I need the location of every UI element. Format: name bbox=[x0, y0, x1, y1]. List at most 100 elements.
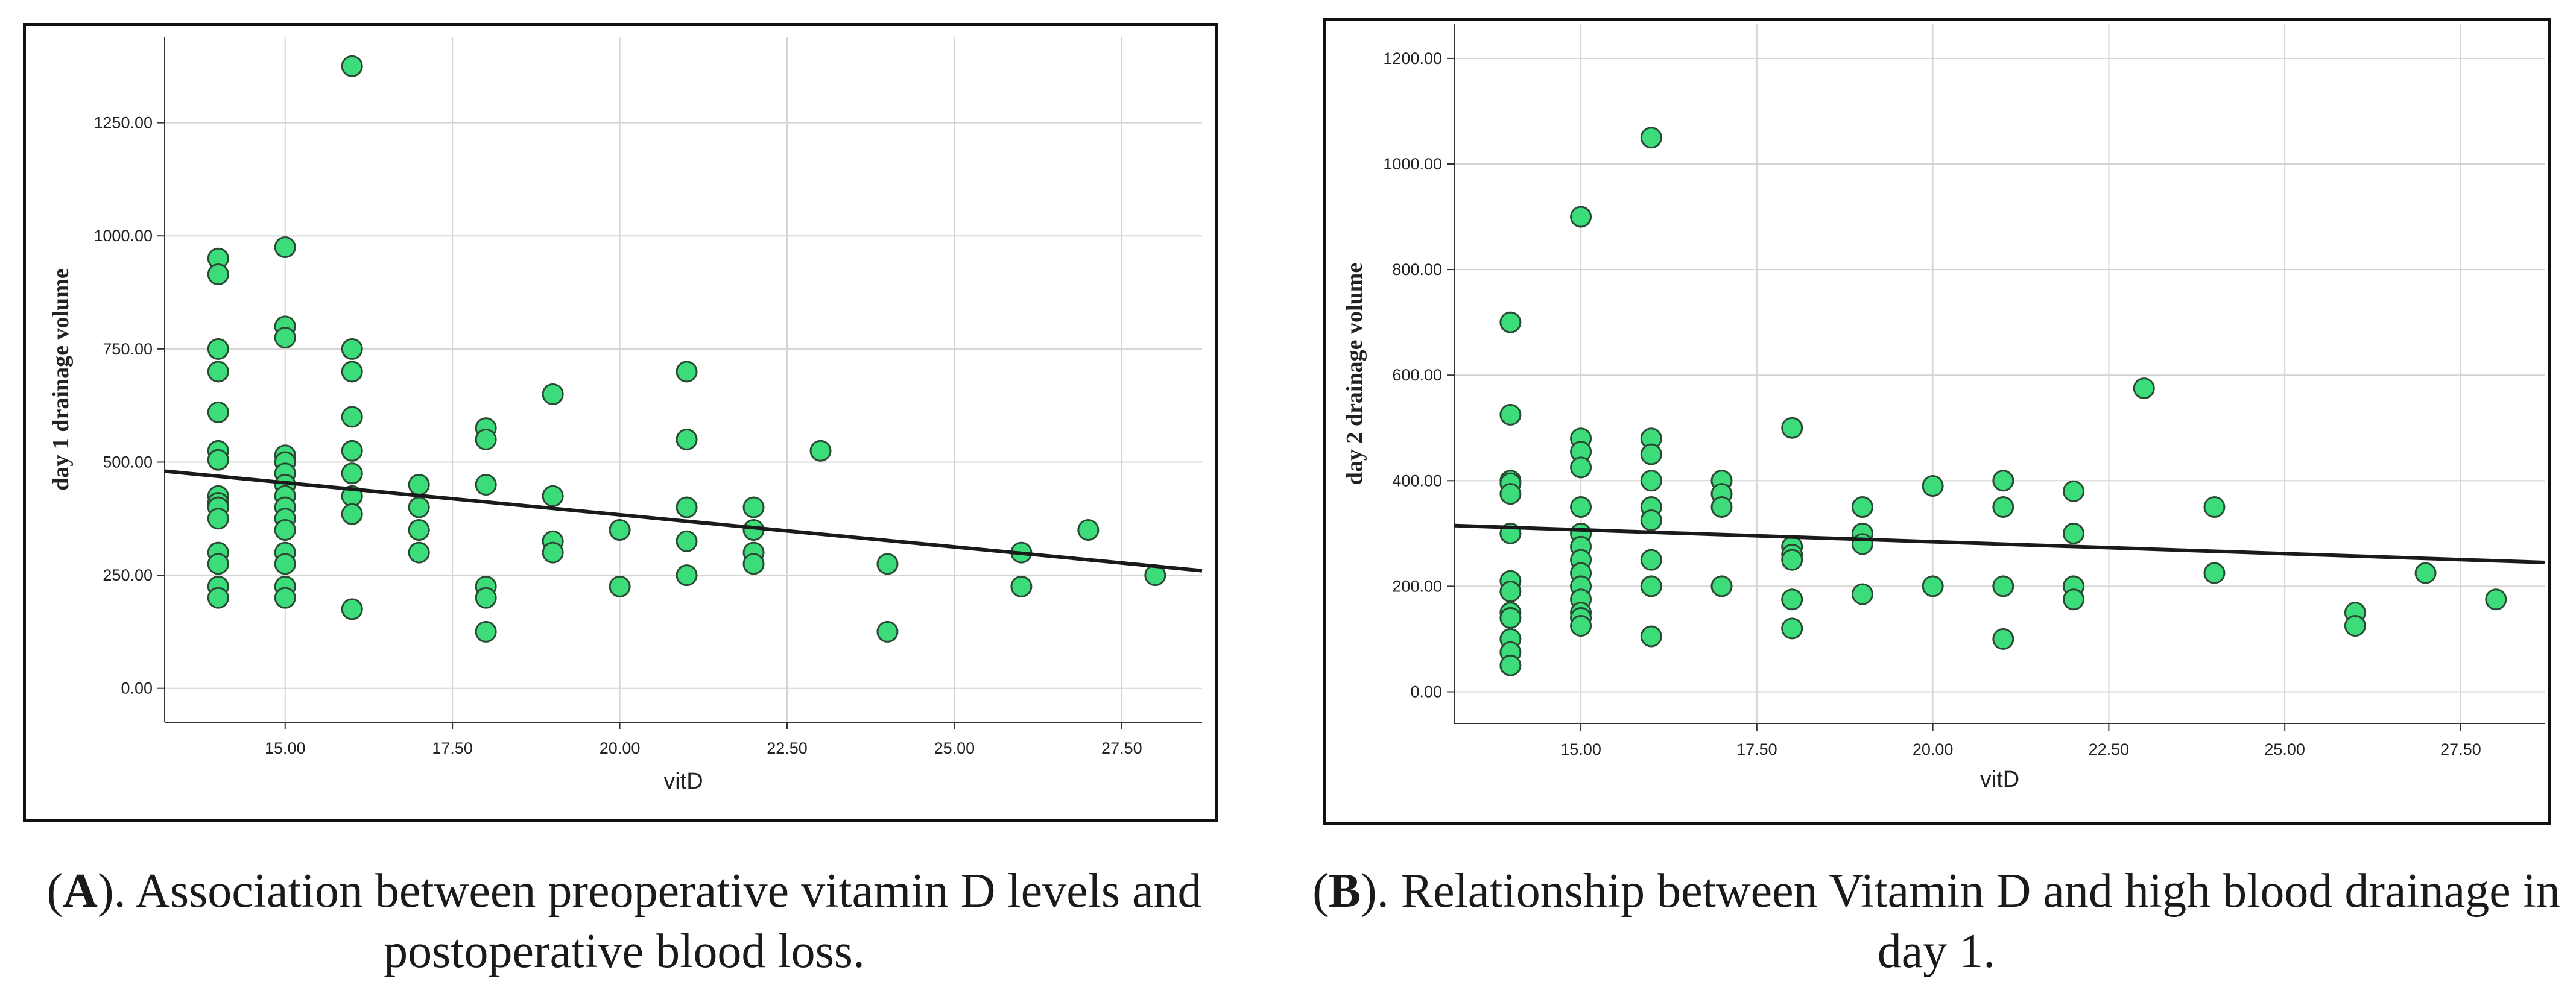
data-point bbox=[475, 620, 497, 643]
data-point bbox=[1781, 588, 1803, 611]
chart-panel-b: 15.00 17.50 20.00 22.50 25.00 27.50 0.00 200.00… bbox=[1323, 18, 2551, 825]
data-point bbox=[207, 338, 229, 360]
regression-line-b bbox=[1454, 523, 2546, 564]
data-point bbox=[676, 530, 698, 552]
data-point bbox=[1781, 417, 1803, 439]
data-point bbox=[1499, 581, 1522, 603]
data-point bbox=[274, 519, 296, 541]
data-point bbox=[408, 496, 430, 518]
caption-a-letter: A bbox=[63, 865, 98, 918]
y-tick-label: 200.00 bbox=[1392, 577, 1442, 595]
regression-line-a bbox=[164, 469, 1203, 573]
data-point bbox=[2203, 496, 2226, 518]
data-point bbox=[876, 620, 899, 643]
data-point bbox=[341, 338, 363, 360]
y-axis-title: day 2 drainage volume bbox=[1342, 263, 1367, 485]
data-point bbox=[207, 587, 229, 609]
data-point bbox=[207, 361, 229, 383]
data-point bbox=[1499, 654, 1522, 676]
data-point bbox=[207, 508, 229, 530]
x-axis-title: vitD bbox=[1980, 767, 2019, 792]
data-point bbox=[1570, 456, 1592, 479]
x-tick-label: 17.50 bbox=[432, 739, 473, 757]
data-point bbox=[207, 553, 229, 575]
data-point bbox=[742, 553, 765, 575]
data-point bbox=[341, 462, 363, 485]
data-point bbox=[1570, 206, 1592, 228]
x-tick-label: 17.50 bbox=[1736, 740, 1777, 758]
data-point bbox=[2063, 480, 2085, 502]
y-tick-label: 800.00 bbox=[1392, 260, 1442, 279]
data-point bbox=[876, 553, 899, 575]
data-point bbox=[1077, 519, 1100, 541]
data-point bbox=[676, 428, 698, 450]
data-point bbox=[274, 236, 296, 258]
data-point bbox=[341, 55, 363, 77]
data-point bbox=[1499, 403, 1522, 426]
data-points-a bbox=[207, 55, 1166, 643]
data-point bbox=[809, 440, 832, 462]
y-tick-label: 1250.00 bbox=[93, 114, 153, 132]
y-tick-label: 250.00 bbox=[103, 566, 153, 584]
x-tick-label: 27.50 bbox=[1101, 739, 1142, 757]
scatter-chart-a: 15.00 17.50 20.00 22.50 25.00 27.50 0.00 250.00… bbox=[48, 37, 1203, 794]
data-point bbox=[408, 473, 430, 496]
caption-a-text: ). Association between preoperative vita… bbox=[97, 865, 1202, 978]
caption-b: (B). Relationship between Vitamin D and … bbox=[1312, 865, 2560, 978]
data-point bbox=[1570, 496, 1592, 518]
data-point bbox=[676, 361, 698, 383]
data-point bbox=[341, 440, 363, 462]
x-axis-title: vitD bbox=[663, 769, 703, 794]
x-tick-label: 20.00 bbox=[600, 739, 641, 757]
data-point bbox=[1851, 533, 1873, 555]
data-point bbox=[1499, 607, 1522, 629]
chart-panel-a: 15.00 17.50 20.00 22.50 25.00 27.50 0.00 250.00… bbox=[23, 23, 1218, 822]
data-point bbox=[609, 519, 631, 541]
data-point bbox=[274, 327, 296, 349]
data-point bbox=[1851, 496, 1873, 518]
data-point bbox=[341, 406, 363, 428]
data-point bbox=[1922, 575, 1944, 597]
data-point bbox=[1640, 549, 1662, 571]
data-points-b bbox=[1499, 127, 2507, 676]
y-tick-label: 1000.00 bbox=[93, 227, 153, 245]
x-tick-label: 22.50 bbox=[767, 739, 808, 757]
y-tick-label: 600.00 bbox=[1392, 366, 1442, 384]
x-tick-label: 20.00 bbox=[1913, 740, 1954, 758]
data-point bbox=[676, 496, 698, 518]
y-tick-label: 750.00 bbox=[103, 340, 153, 358]
data-point bbox=[1640, 470, 1662, 492]
data-point bbox=[542, 383, 564, 405]
y-tick-label: 1200.00 bbox=[1383, 49, 1442, 68]
x-tick-label: 27.50 bbox=[2440, 740, 2481, 758]
data-point bbox=[2203, 562, 2226, 584]
data-point bbox=[274, 553, 296, 575]
data-point bbox=[408, 519, 430, 541]
y-tick-label: 1000.00 bbox=[1383, 155, 1442, 173]
data-point bbox=[2063, 522, 2085, 544]
data-point bbox=[742, 496, 765, 518]
data-point bbox=[207, 449, 229, 471]
data-point bbox=[1992, 628, 2014, 650]
x-tick-label: 22.50 bbox=[2089, 740, 2130, 758]
data-point bbox=[1570, 615, 1592, 637]
data-point bbox=[1499, 483, 1522, 505]
data-point bbox=[1640, 443, 1662, 465]
data-point bbox=[1640, 575, 1662, 597]
data-point bbox=[1640, 625, 1662, 648]
data-point bbox=[676, 564, 698, 587]
data-point bbox=[475, 473, 497, 496]
data-point bbox=[542, 541, 564, 564]
caption-b-text: ). Relationship between Vitamin D and hi… bbox=[1361, 865, 2560, 978]
data-point bbox=[341, 361, 363, 383]
data-point bbox=[475, 587, 497, 609]
caption-a: (A). Association between preoperative vi… bbox=[46, 865, 1202, 978]
data-point bbox=[1992, 496, 2014, 518]
data-point bbox=[1010, 575, 1033, 597]
y-tick-label: 400.00 bbox=[1392, 471, 1442, 490]
caption-b-letter: B bbox=[1328, 865, 1361, 918]
data-point bbox=[1640, 127, 1662, 149]
data-point bbox=[1851, 583, 1873, 605]
data-point bbox=[1992, 470, 2014, 492]
data-point bbox=[1922, 475, 1944, 497]
